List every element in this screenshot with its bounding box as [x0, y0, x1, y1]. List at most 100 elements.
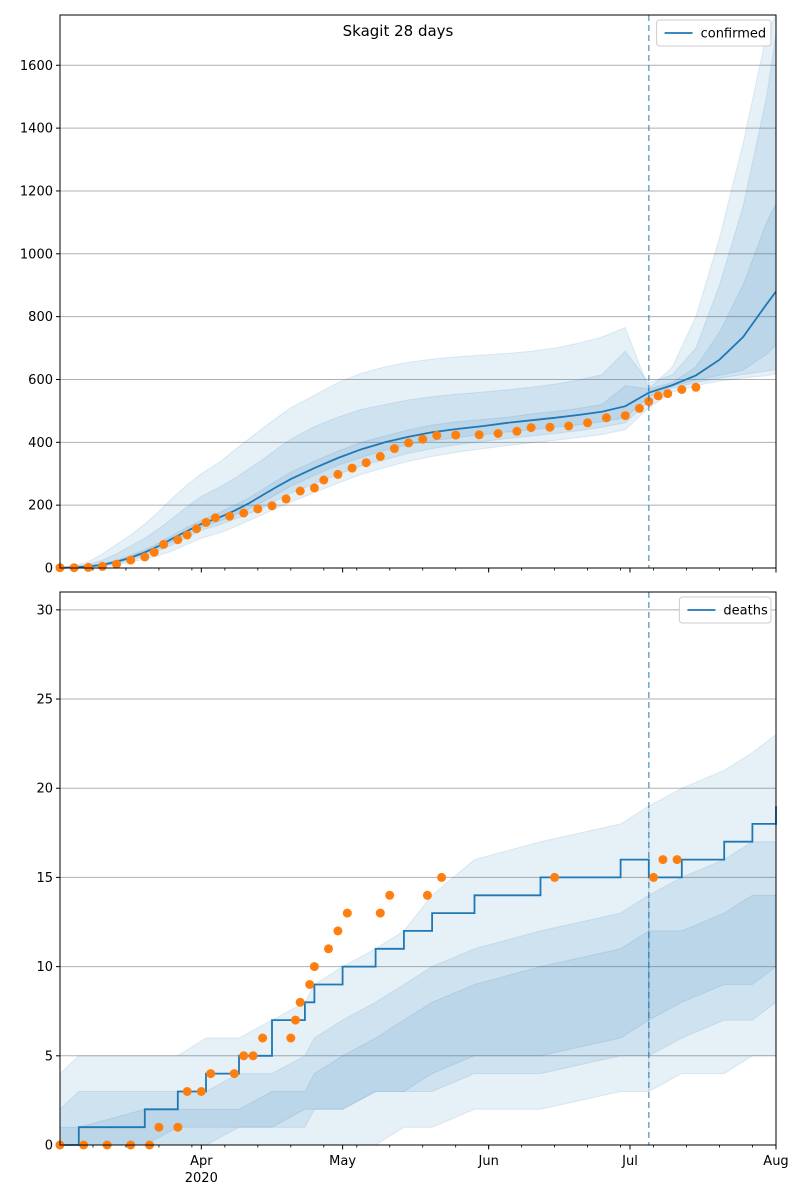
x-tick-label: Jul — [621, 1154, 638, 1169]
legend-label: confirmed — [701, 27, 767, 42]
observed-point — [196, 1087, 206, 1096]
observed-point — [267, 501, 277, 511]
observed-point — [333, 926, 343, 936]
observed-point — [385, 890, 395, 900]
observed-point — [658, 855, 668, 865]
observed-point — [672, 855, 682, 865]
observed-point — [239, 508, 249, 518]
y-tick-label: 15 — [36, 871, 53, 886]
x-tick-label: Aug — [763, 1154, 788, 1169]
deaths-panel: 0 5 10 15 20 25 30 Apr 2020 May Jun Jul Aug deaths — [36, 591, 789, 1186]
observed-point — [239, 1051, 249, 1061]
observed-point — [112, 559, 121, 569]
observed-point — [258, 1033, 268, 1043]
observed-point — [309, 483, 319, 493]
observed-point — [649, 872, 658, 882]
observed-point — [182, 530, 192, 540]
series-line-deaths — [60, 806, 777, 1146]
observed-point — [474, 430, 484, 440]
observed-point — [512, 426, 522, 436]
y-tick-label: 600 — [28, 373, 53, 388]
observed-point — [342, 908, 352, 918]
observed-point — [126, 555, 136, 565]
observed-point — [286, 1033, 296, 1043]
uncertainty-band — [59, 929, 650, 1146]
observed-point — [526, 423, 536, 433]
observed-point — [159, 539, 169, 549]
observed-point — [206, 1069, 216, 1079]
x-tick-sublabel: 2020 — [185, 1171, 218, 1186]
observed-point — [644, 397, 654, 406]
observed-point — [691, 382, 701, 392]
y-tick-label: 800 — [28, 310, 53, 325]
series-line-confirmed — [59, 290, 777, 569]
observed-point — [324, 944, 333, 954]
legend-box — [656, 19, 772, 47]
observed-point — [418, 434, 428, 444]
x-tick-label: May — [329, 1154, 356, 1169]
observed-point — [173, 535, 183, 545]
observed-point — [653, 391, 663, 401]
observed-point — [305, 980, 315, 989]
observed-point — [229, 1069, 239, 1079]
observed-point — [201, 517, 211, 527]
observed-point — [451, 430, 461, 440]
observed-point — [253, 504, 263, 514]
observed-point — [140, 552, 150, 562]
observed-point — [375, 452, 385, 461]
observed-point — [634, 403, 644, 413]
observed-point — [545, 422, 555, 432]
y-tick-label: 400 — [28, 436, 53, 451]
observed-point — [291, 1015, 300, 1025]
y-tick-label: 25 — [36, 693, 53, 708]
y-tick-label: 0 — [45, 1139, 53, 1154]
observed-point — [361, 458, 371, 468]
observed-point — [97, 561, 107, 571]
chart-title: Skagit 28 days — [343, 22, 454, 40]
observed-point — [309, 962, 319, 972]
observed-point — [375, 908, 385, 918]
observed-point — [295, 486, 305, 496]
observed-point — [404, 438, 414, 448]
observed-point — [493, 429, 503, 438]
observed-point — [149, 547, 159, 557]
y-tick-label: 1600 — [20, 59, 53, 74]
observed-point — [620, 411, 630, 421]
observed-point — [663, 389, 673, 399]
y-tick-label: 30 — [36, 603, 53, 618]
observed-point — [432, 430, 442, 440]
observed-point — [583, 418, 593, 428]
observed-point — [248, 1051, 258, 1061]
observed-point — [83, 562, 93, 572]
observed-point — [182, 1087, 192, 1096]
y-tick-label: 5 — [45, 1049, 53, 1064]
observed-point — [281, 494, 291, 504]
observed-point — [422, 890, 432, 900]
observed-point — [677, 385, 687, 394]
observed-point — [550, 872, 560, 882]
y-tick-label: 200 — [28, 499, 53, 514]
x-tick-label: Jun — [478, 1154, 499, 1169]
observed-point — [154, 1122, 164, 1132]
y-tick-label: 10 — [36, 960, 53, 975]
y-tick-label: 20 — [36, 782, 53, 797]
observed-point — [601, 413, 611, 423]
observed-point — [437, 872, 447, 882]
x-tick-label: Apr — [190, 1154, 213, 1169]
observed-point — [295, 997, 305, 1007]
observed-point — [333, 469, 343, 479]
observed-point — [564, 421, 574, 431]
observed-point — [210, 513, 220, 523]
y-tick-label: 0 — [45, 562, 53, 577]
legend-box — [678, 596, 772, 624]
observed-point — [173, 1122, 183, 1132]
axes-frame — [59, 591, 777, 1146]
observed-point — [319, 475, 329, 485]
observed-point — [347, 463, 357, 473]
y-tick-label: 1000 — [20, 247, 53, 262]
y-tick-label: 1400 — [20, 122, 53, 137]
confirmed-panel: 0 200 400 600 800 1000 1200 1400 1600 Skagit 28 d… — [20, 14, 777, 577]
observed-point — [389, 444, 399, 454]
observed-point — [192, 524, 202, 534]
